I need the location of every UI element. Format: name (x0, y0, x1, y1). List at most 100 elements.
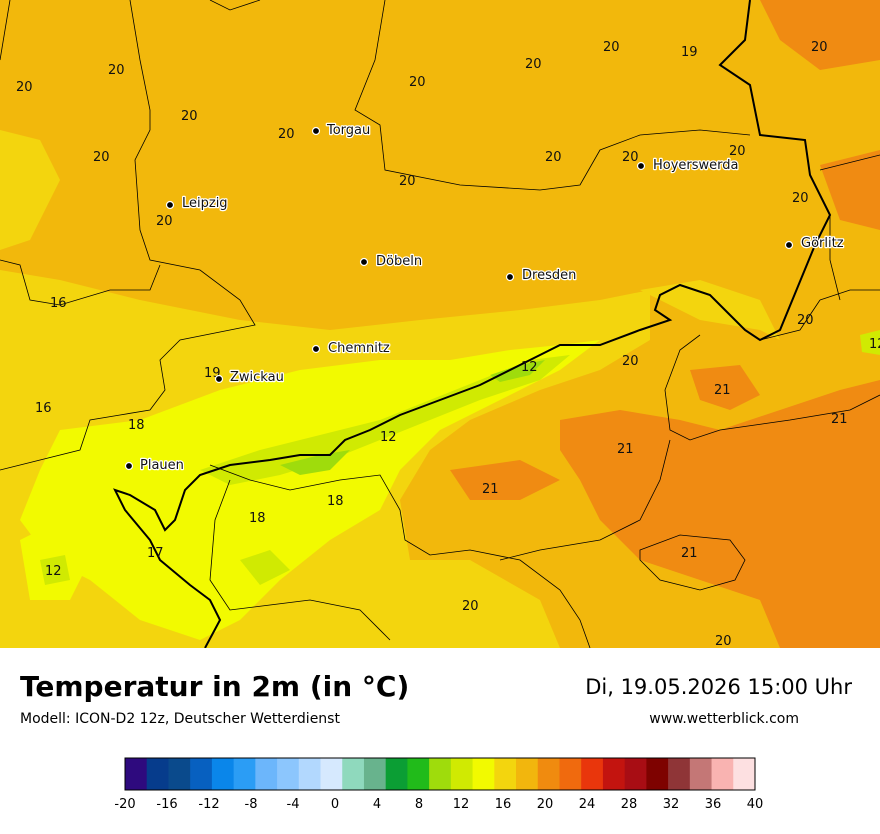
city-marker (214, 374, 224, 384)
city-doebeln: Döbeln (359, 253, 423, 270)
legend-swatch (472, 758, 495, 790)
legend-swatch (646, 758, 669, 790)
legend-tick-label: 12 (453, 797, 470, 812)
value-label: 21 (617, 442, 634, 457)
legend-swatch (320, 758, 343, 790)
region-borders (0, 0, 880, 648)
value-label: 21 (482, 482, 499, 497)
value-label: 20 (545, 150, 562, 165)
legend-tick-label: 32 (663, 797, 680, 812)
value-label: 12 (869, 337, 880, 352)
temperature-field-22d (450, 460, 560, 500)
city-marker (124, 461, 134, 471)
legend-tick-label: 36 (705, 797, 722, 812)
city-label: Döbeln (376, 254, 422, 269)
value-label: 16 (35, 401, 52, 416)
city-zwickau: Zwickau (214, 369, 285, 386)
legend-swatch (407, 758, 430, 790)
legend-swatch (385, 758, 408, 790)
temperature-field-14 (200, 355, 570, 485)
value-label: 12 (45, 564, 62, 579)
legend-tick-label: 40 (747, 797, 764, 812)
city-marker (311, 344, 321, 354)
legend-swatch (168, 758, 191, 790)
city-chemnitz: Chemnitz (311, 340, 391, 357)
value-label: 18 (327, 494, 344, 509)
temperature-map: 20 20 20 20 20 19 20 20 20 20 20 20 20 2… (0, 0, 880, 648)
legend-tick-label: 0 (331, 797, 339, 812)
temperature-field-22 (560, 380, 880, 648)
value-label: 21 (831, 412, 848, 427)
city-label: Torgau (326, 123, 370, 138)
city-leipzig: Leipzig (165, 195, 229, 212)
legend-tick-label: -20 (114, 797, 135, 812)
value-label: 20 (525, 57, 542, 72)
legend-tick-label: -12 (198, 797, 219, 812)
temperature-field-18b (640, 280, 780, 340)
temperature-field-12 (280, 450, 350, 475)
color-legend: -20 -16 -12 -8 -4 0 4 8 12 16 20 24 28 32 36 40 (0, 750, 880, 830)
legend-swatch (298, 758, 322, 790)
city-label: Chemnitz (328, 341, 390, 356)
legend-swatch (255, 758, 278, 790)
legend-swatch (559, 758, 582, 790)
city-dresden: Dresden (505, 267, 578, 284)
temperature-field-18c (0, 130, 60, 250)
country-border (113, 0, 832, 648)
website-link[interactable]: www.wetterblick.com (649, 711, 799, 727)
legend-tick-label: 8 (415, 797, 423, 812)
legend-tick-label: 24 (579, 797, 596, 812)
value-label: 20 (715, 634, 732, 648)
legend-swatch (733, 758, 756, 790)
legend-swatch (450, 758, 474, 790)
value-label: 12 (521, 360, 538, 375)
value-label: 20 (156, 214, 173, 229)
city-label: Hoyerswerda (653, 158, 739, 173)
value-label: 12 (380, 430, 397, 445)
value-label: 20 (399, 174, 416, 189)
value-label: 18 (128, 418, 145, 433)
legend-scale: -20 -16 -12 -8 -4 0 4 8 12 16 20 24 28 32 36 40 (114, 757, 764, 812)
value-label: 20 (797, 313, 814, 328)
legend-swatch (233, 758, 256, 790)
temperature-field-22c (820, 150, 880, 230)
city-goerlitz: Görlitz (784, 235, 845, 252)
city-marker (636, 161, 646, 171)
city-label: Leipzig (182, 196, 228, 211)
model-info: Modell: ICON-D2 12z, Deutscher Wetterdie… (20, 711, 340, 727)
legend-swatch (711, 758, 734, 790)
value-label: 21 (714, 383, 731, 398)
legend-tick-label: 20 (537, 797, 554, 812)
legend-swatch (146, 758, 169, 790)
legend-swatch (689, 758, 713, 790)
legend-border (124, 757, 756, 791)
legend-swatch (516, 758, 539, 790)
map-canvas: 20 20 20 20 20 19 20 20 20 20 20 20 20 2… (0, 0, 880, 648)
value-label: 20 (16, 80, 33, 95)
city-marker (784, 240, 794, 250)
value-label: 18 (249, 511, 266, 526)
city-plauen: Plauen (124, 457, 185, 474)
city-label: Zwickau (230, 370, 284, 385)
temperature-field-12c (240, 550, 290, 585)
temperature-field-12e (860, 330, 880, 355)
legend-swatch (602, 758, 626, 790)
legend-swatch (190, 758, 213, 790)
value-label: 20 (462, 599, 479, 614)
value-label: 20 (622, 150, 639, 165)
value-label: 21 (681, 546, 698, 561)
city-label: Plauen (140, 458, 184, 473)
temperature-field-12d (40, 555, 70, 585)
value-label: 17 (147, 546, 164, 561)
legend-swatch (363, 758, 387, 790)
city-label: Dresden (522, 268, 576, 283)
temperature-field-22b (690, 365, 760, 410)
value-label: 20 (811, 40, 828, 55)
legend-tick-label: -4 (287, 797, 300, 812)
temperature-field-22e (760, 0, 880, 70)
legend-tick-label: -16 (156, 797, 177, 812)
city-marker (311, 126, 321, 136)
legend-swatch (624, 758, 647, 790)
legend-tick-label: -8 (245, 797, 258, 812)
city-marker (165, 200, 175, 210)
